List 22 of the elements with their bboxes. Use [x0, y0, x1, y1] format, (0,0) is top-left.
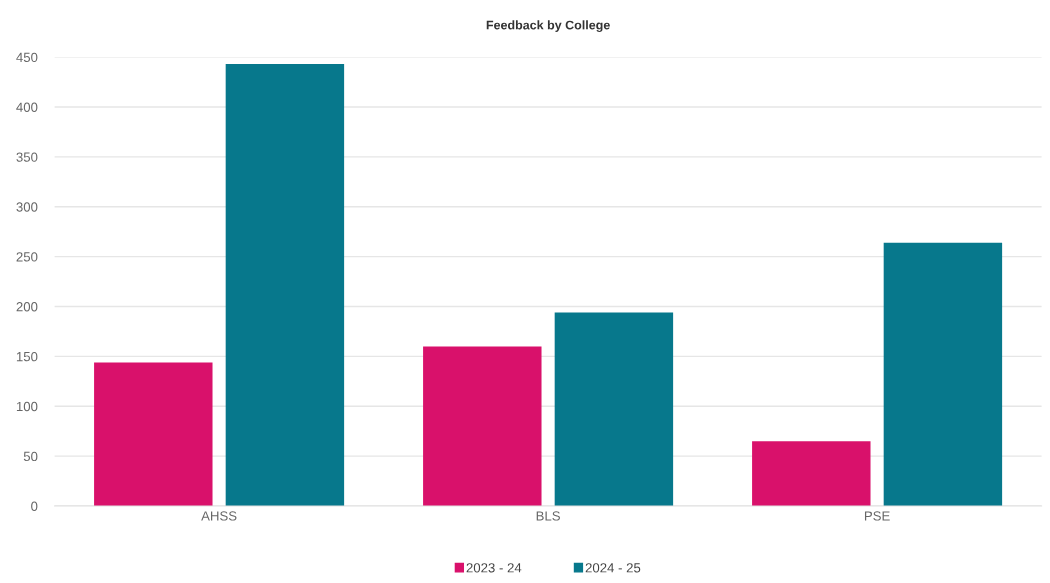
bar — [423, 346, 542, 507]
y-tick-label: 0 — [31, 501, 38, 511]
bar — [752, 441, 871, 507]
y-tick-label: 450 — [16, 52, 38, 63]
y-tick-label: 200 — [16, 302, 38, 312]
bar — [554, 312, 674, 507]
y-tick-label: 350 — [16, 152, 38, 162]
bar — [883, 242, 1003, 507]
y-tick-label: 150 — [16, 351, 38, 362]
x-tick-label: PSE — [864, 511, 890, 521]
legend-label: 2024 - 25 — [585, 563, 641, 573]
y-tick-label: 100 — [16, 401, 38, 412]
y-tick-label: 400 — [16, 102, 38, 112]
y-tick-label: 300 — [16, 202, 38, 212]
y-tick-label: 50 — [23, 451, 38, 462]
y-tick-label: 250 — [16, 252, 38, 262]
bar — [94, 362, 213, 507]
legend-label: 2023 - 24 — [466, 563, 522, 573]
bar — [225, 64, 345, 507]
x-tick-label: AHSS — [201, 511, 237, 521]
x-tick-label: BLS — [536, 511, 560, 521]
chart-title: Feedback by College — [486, 20, 610, 32]
